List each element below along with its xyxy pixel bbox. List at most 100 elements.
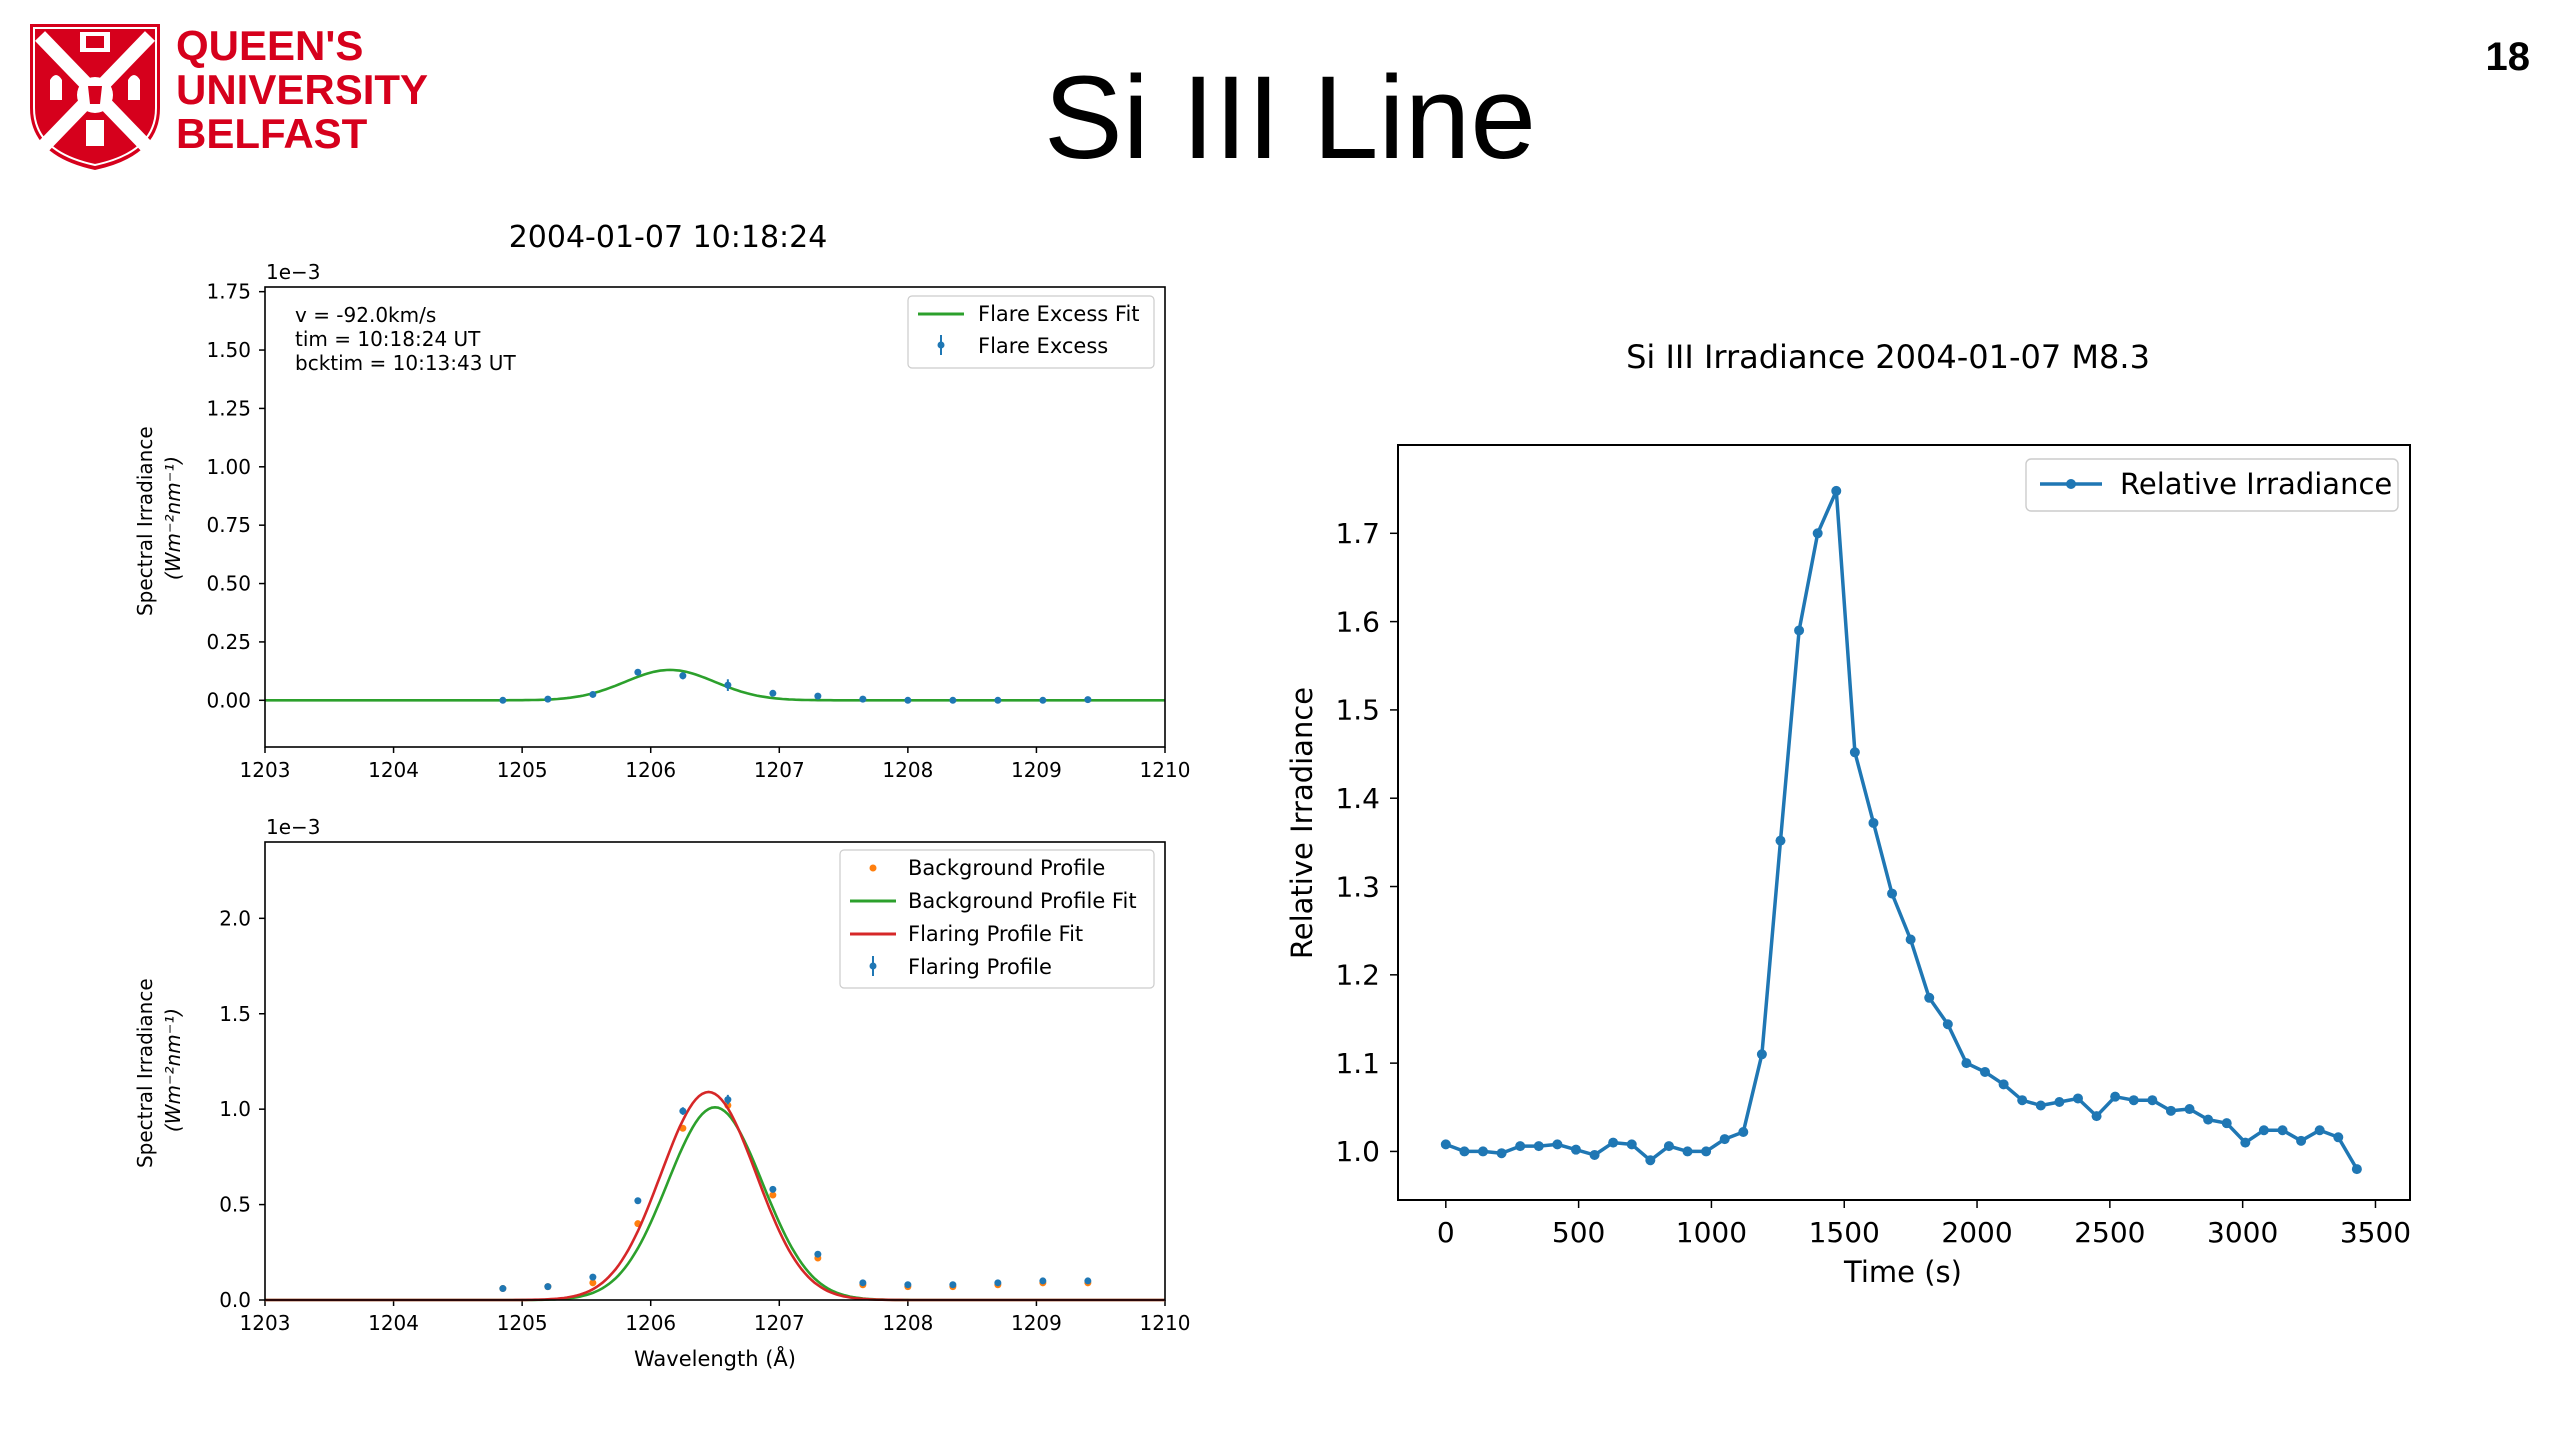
series-marker bbox=[2296, 1135, 2307, 1146]
series-marker bbox=[1552, 1139, 1563, 1150]
tick-marks bbox=[1390, 532, 2377, 1208]
series-marker bbox=[1626, 1139, 1637, 1150]
y-tick-label: 1.1 bbox=[1335, 1047, 1380, 1080]
series-marker bbox=[2258, 1125, 2269, 1136]
x-tick-label: 1210 bbox=[1140, 758, 1191, 782]
x-tick-label: 1208 bbox=[882, 1311, 933, 1335]
series-marker bbox=[1645, 1155, 1656, 1166]
x-tick-label: 2000 bbox=[1941, 1216, 2012, 1249]
legend: Relative Irradiance bbox=[2025, 458, 2399, 512]
data-point bbox=[904, 696, 912, 704]
x-tick-label: 3000 bbox=[2207, 1216, 2278, 1249]
y-tick-label: 2.0 bbox=[219, 906, 251, 930]
slide-title: Si III Line bbox=[1044, 52, 1536, 184]
series-marker bbox=[1440, 1139, 1451, 1150]
series-marker bbox=[2054, 1096, 2065, 1107]
x-tick-label: 1209 bbox=[1011, 758, 1062, 782]
legend-box bbox=[839, 849, 1155, 989]
data-point bbox=[499, 1285, 507, 1293]
y-axis-label: Relative Irradiance bbox=[1285, 687, 1319, 959]
y-tick-label: 0.50 bbox=[206, 572, 251, 596]
series-marker bbox=[1589, 1149, 1600, 1160]
y-tick-labels: 1.0 1.1 1.2 1.3 1.4 1.5 1.6 1.7 bbox=[1335, 517, 1380, 1168]
data-point bbox=[949, 696, 957, 704]
series-marker bbox=[1980, 1066, 1991, 1077]
y-tick-label: 0.75 bbox=[206, 513, 251, 537]
series-marker bbox=[1719, 1134, 1730, 1145]
series-marker bbox=[2184, 1104, 2195, 1115]
data-point bbox=[1084, 696, 1092, 704]
x-tick-label: 1207 bbox=[754, 1311, 805, 1335]
series-line bbox=[1445, 489, 2359, 1170]
series-marker bbox=[1998, 1079, 2009, 1090]
fit-curve bbox=[265, 668, 1165, 702]
series-marker bbox=[1756, 1049, 1767, 1060]
x-tick-label: 1205 bbox=[497, 758, 548, 782]
plot-frame bbox=[264, 841, 1166, 1301]
y-tick-label: 1.25 bbox=[206, 396, 251, 420]
crest-icon bbox=[30, 24, 160, 170]
series-marker bbox=[1496, 1148, 1507, 1159]
data-point bbox=[679, 672, 687, 680]
data-point bbox=[679, 1107, 687, 1115]
series-marker bbox=[2277, 1125, 2288, 1136]
series-marker bbox=[1682, 1146, 1693, 1157]
y-tick-label: 0.5 bbox=[219, 1193, 251, 1217]
background-point bbox=[589, 1279, 597, 1287]
series-marker bbox=[2240, 1137, 2251, 1148]
data-point bbox=[994, 696, 1002, 704]
data-point bbox=[859, 695, 867, 703]
y-axis-label-line-2: (Wm⁻²nm⁻¹) bbox=[161, 1008, 185, 1132]
legend: Flare Excess Fit Flare Excess bbox=[907, 295, 1155, 369]
x-tick-labels: 1203 1204 1205 1206 1207 1208 1209 1210 bbox=[240, 1311, 1191, 1335]
data-point bbox=[1039, 1277, 1047, 1285]
y-tick-label: 1.75 bbox=[206, 280, 251, 304]
series-marker bbox=[1515, 1141, 1526, 1152]
logo-line-1: QUEEN'S bbox=[176, 22, 363, 69]
y-tick-label: 1.4 bbox=[1335, 782, 1380, 815]
data-point bbox=[634, 1197, 642, 1205]
exponent-label: 1e−3 bbox=[266, 260, 321, 284]
x-tick-label: 1000 bbox=[1676, 1216, 1747, 1249]
x-tick-label: 1207 bbox=[754, 758, 805, 782]
data-point bbox=[814, 692, 822, 700]
y-tick-label: 0.0 bbox=[219, 1288, 251, 1312]
logo-line-3: BELFAST bbox=[176, 110, 368, 157]
data-point bbox=[814, 1250, 822, 1258]
data-point bbox=[769, 1185, 777, 1193]
series-marker bbox=[2165, 1105, 2176, 1116]
series-marker bbox=[2072, 1093, 2083, 1104]
x-tick-labels: 0 500 1000 1500 2000 2500 3000 3500 bbox=[1437, 1216, 2411, 1249]
series-marker bbox=[2203, 1114, 2214, 1125]
legend-label-background: Background Profile bbox=[908, 856, 1105, 880]
fit-curve bbox=[265, 1105, 1165, 1302]
legend-label: Relative Irradiance bbox=[2120, 467, 2392, 501]
y-tick-label: 1.00 bbox=[206, 455, 251, 479]
x-tick-label: 1204 bbox=[368, 1311, 419, 1335]
y-axis-label: Spectral Irradiance (Wm⁻²nm⁻¹) bbox=[133, 420, 185, 616]
legend: Background Profile Background Profile Fi… bbox=[839, 849, 1155, 989]
annotation-background-time: bcktim = 10:13:43 UT bbox=[295, 351, 516, 375]
y-axis-label-line-2: (Wm⁻²nm⁻¹) bbox=[161, 456, 185, 580]
y-tick-label: 1.0 bbox=[1335, 1135, 1380, 1168]
x-tick-label: 1210 bbox=[1140, 1311, 1191, 1335]
exponent-label: 1e−3 bbox=[266, 815, 321, 839]
data-point bbox=[769, 689, 777, 697]
y-tick-labels: 0.00 0.25 0.50 0.75 1.00 1.25 1.50 1.75 bbox=[206, 280, 251, 713]
data-point bbox=[949, 1281, 957, 1289]
x-tick-label: 1206 bbox=[625, 1311, 676, 1335]
y-tick-label: 1.2 bbox=[1335, 959, 1380, 992]
series-marker bbox=[1812, 528, 1823, 539]
fit-curve bbox=[265, 1090, 1165, 1302]
legend-label-flaring: Flaring Profile bbox=[908, 955, 1052, 979]
x-tick-label: 1204 bbox=[368, 758, 419, 782]
chart-title: Si III Irradiance 2004-01-07 M8.3 bbox=[1626, 338, 2150, 376]
series-marker bbox=[1831, 485, 1842, 496]
series-marker bbox=[2017, 1095, 2028, 1106]
series-marker bbox=[1942, 1019, 1953, 1030]
y-tick-label: 1.6 bbox=[1335, 605, 1380, 638]
data-point bbox=[544, 1283, 552, 1291]
x-axis-label: Time (s) bbox=[1843, 1255, 1962, 1289]
series-marker bbox=[1533, 1141, 1544, 1152]
y-tick-label: 1.50 bbox=[206, 338, 251, 362]
